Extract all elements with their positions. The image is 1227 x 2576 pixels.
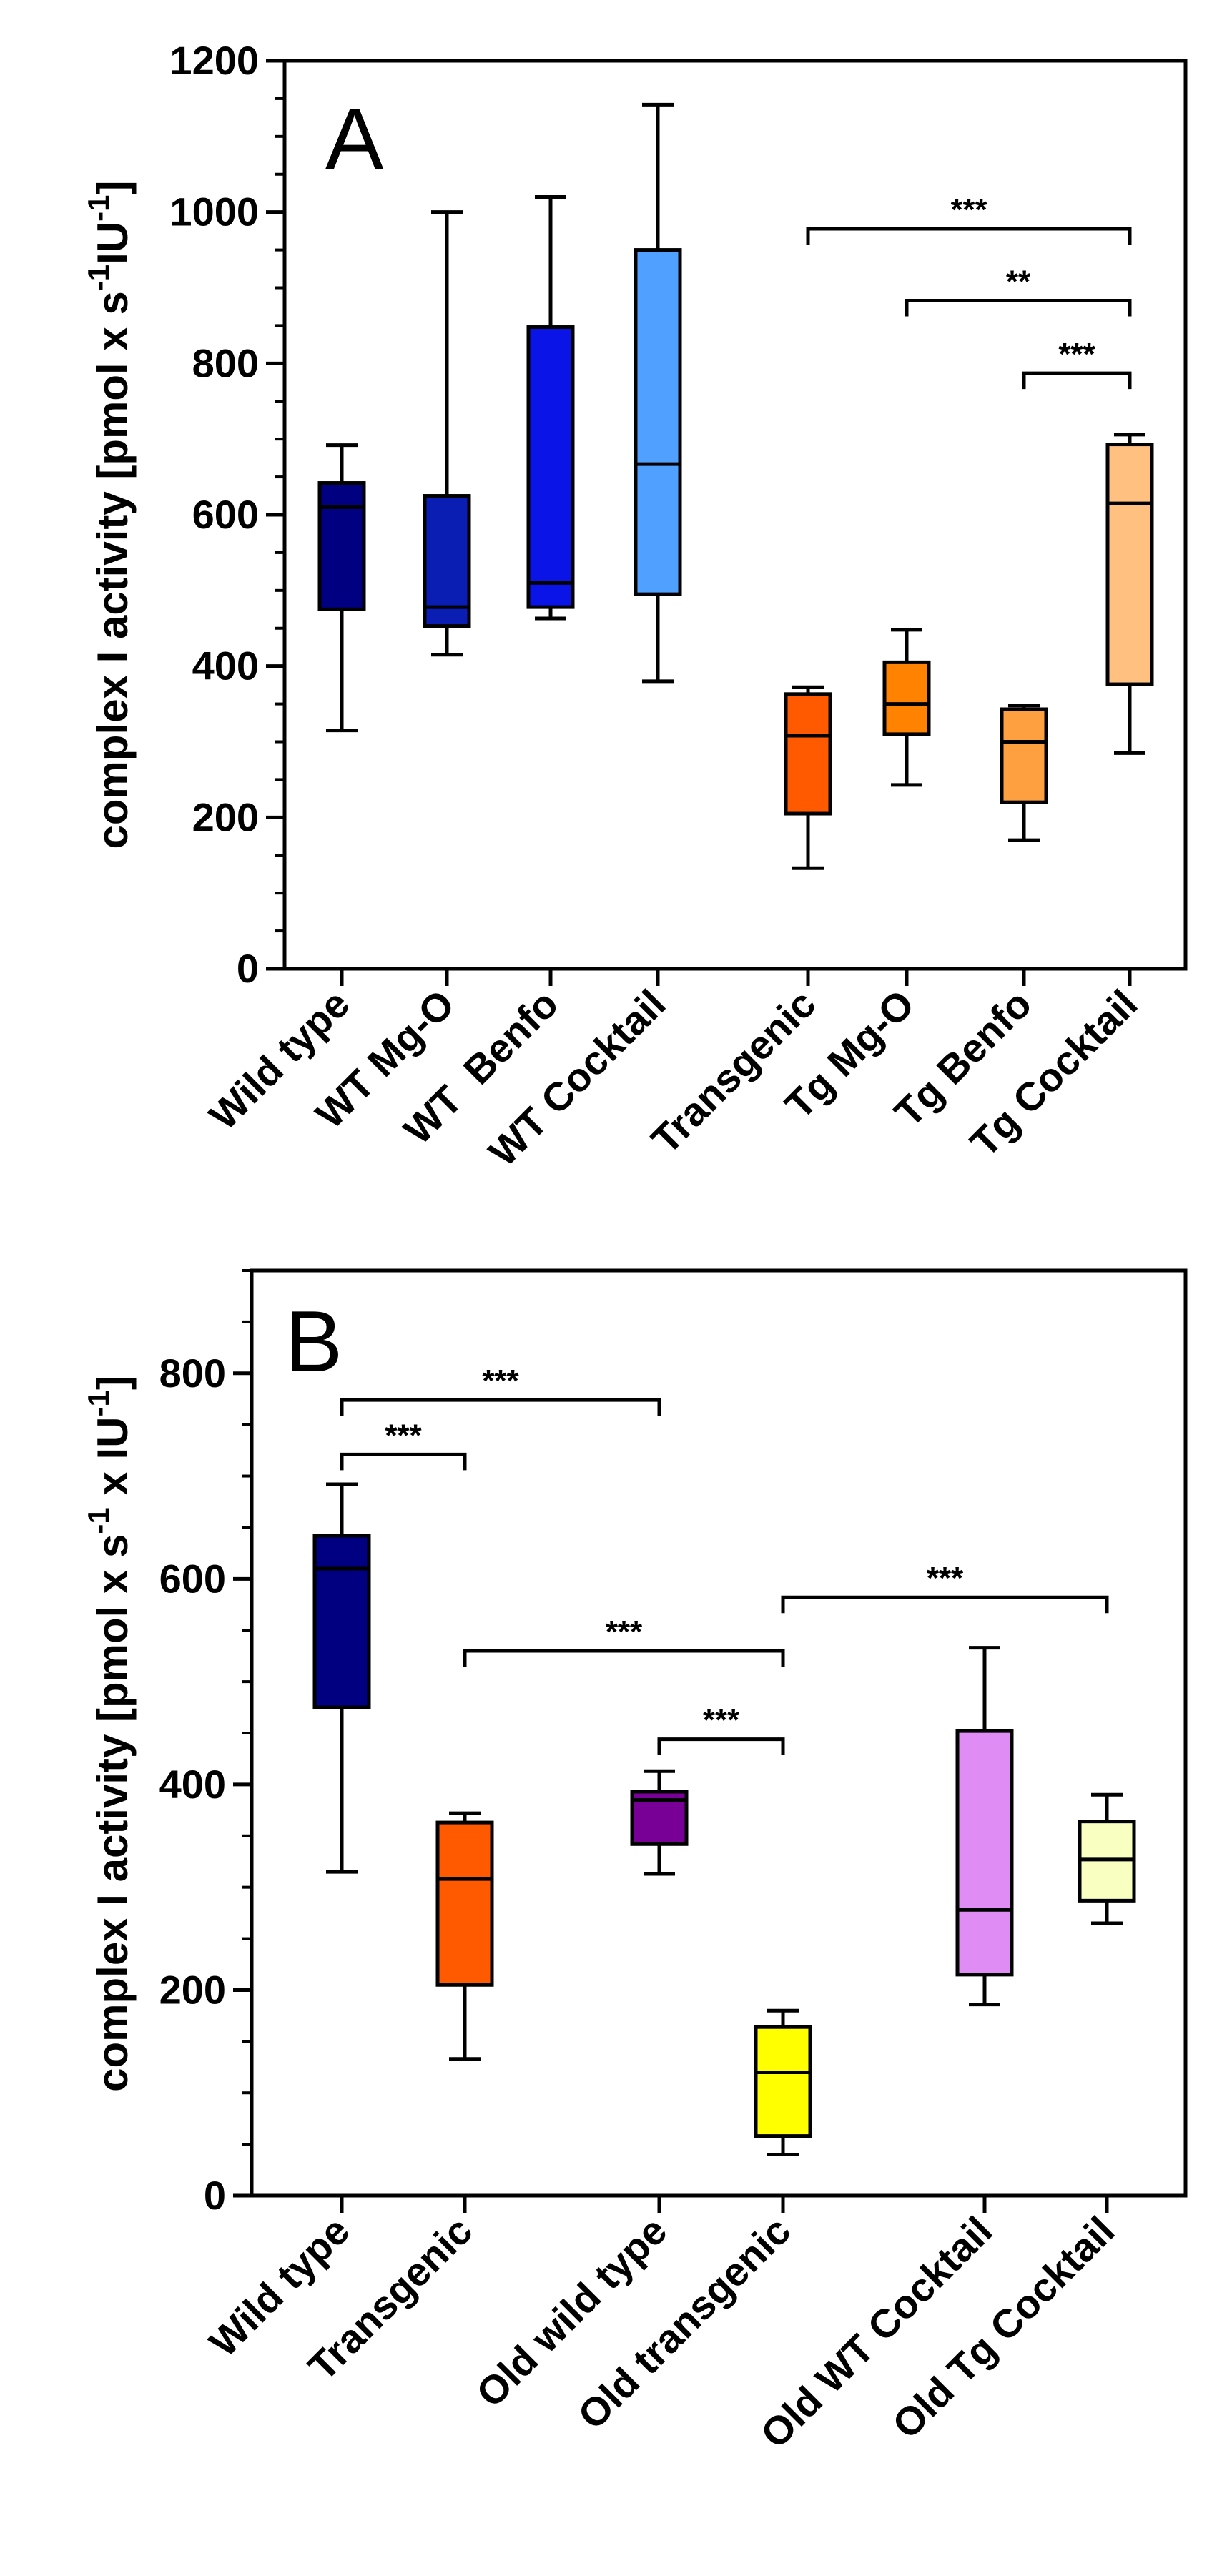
y-title-part: ] <box>89 181 137 195</box>
iqr-box <box>526 325 575 609</box>
significance-label: *** <box>703 1703 740 1738</box>
significance-bracket: *** <box>1022 337 1132 390</box>
significance-bracket: *** <box>657 1703 785 1755</box>
significance-bracket: *** <box>806 192 1132 245</box>
box-plot-3 <box>630 1769 689 2213</box>
category-label: Transgenic <box>643 981 824 1163</box>
y-tick-label: 200 <box>159 1967 226 2012</box>
category-label: Old transgenic <box>569 2208 799 2438</box>
box-plot-5 <box>784 685 832 986</box>
panel-b-letter: B <box>285 1293 343 1390</box>
significance-label: *** <box>950 192 987 227</box>
significance-label: *** <box>482 1363 519 1398</box>
box-plot-3 <box>526 195 575 986</box>
bracket-line <box>905 298 1132 317</box>
box-plot-2 <box>435 1811 494 2213</box>
y-tick-label: 800 <box>159 1351 226 1396</box>
iqr-box <box>955 1729 1014 1977</box>
bracket-line <box>1022 371 1132 390</box>
significance-bracket: *** <box>463 1614 785 1667</box>
panel-a-frame <box>282 59 1188 971</box>
y-tick-label: 1000 <box>169 189 259 235</box>
panel-b-y-axis-title: complex I activity [pmol x s-1 x IU-1] <box>82 1376 137 2092</box>
significance-label: *** <box>1058 337 1095 372</box>
significance-label: *** <box>385 1418 422 1453</box>
panel-b: B complex I activity [pmol x s-1 x IU-1]… <box>82 1268 1188 2457</box>
box-plot-1 <box>317 443 366 986</box>
y-title-part: complex I activity [pmol x s <box>89 291 137 849</box>
iqr-box <box>754 2025 812 2138</box>
box-plot-8 <box>1105 433 1154 986</box>
box-plot-4 <box>634 102 682 986</box>
y-tick-label: 600 <box>192 492 259 537</box>
y-tick-label: 1200 <box>169 38 259 83</box>
y-title-superscript: -1 <box>82 1390 115 1416</box>
significance-bracket: *** <box>340 1418 467 1471</box>
significance-bracket: *** <box>340 1363 661 1416</box>
bracket-line <box>463 1649 785 1667</box>
box-plot-2 <box>423 210 471 986</box>
y-tick-label: 800 <box>192 340 259 385</box>
box-plot-6 <box>1078 1792 1136 2213</box>
iqr-box <box>312 1534 371 1709</box>
box-plot-7 <box>1000 704 1048 986</box>
box-plot-6 <box>882 628 931 986</box>
category-label: Old Tg Cocktail <box>884 2208 1123 2447</box>
panel-a-significance: ******** <box>806 192 1132 390</box>
iqr-box <box>634 248 682 596</box>
bracket-line <box>340 1398 661 1416</box>
bracket-line <box>340 1452 467 1471</box>
iqr-box <box>423 494 471 628</box>
panel-b-significance: *** *** *** *** *** <box>340 1363 1109 1755</box>
y-title-part: IU <box>89 222 137 265</box>
iqr-box <box>1105 443 1154 686</box>
y-tick-label: 400 <box>192 643 259 689</box>
significance-label: *** <box>606 1614 643 1649</box>
bracket-line <box>781 1595 1109 1614</box>
bracket-line <box>657 1737 785 1755</box>
y-title-part: complex I activity [pmol x s <box>89 1534 137 2092</box>
panel-a-y-axis-title: complex I activity [pmol x s-1IU-1] <box>82 181 137 849</box>
significance-bracket: *** <box>781 1561 1109 1614</box>
y-tick-label: 0 <box>237 946 259 991</box>
panel-a: A complex I activity [pmol x s-1IU-1] 02… <box>82 38 1188 1175</box>
iqr-box <box>882 660 931 736</box>
panel-a-boxes <box>317 102 1154 986</box>
significance-label: *** <box>927 1561 964 1596</box>
iqr-box <box>1000 707 1048 804</box>
significance-label: ** <box>1006 264 1031 299</box>
y-title-superscript: -1 <box>82 195 115 222</box>
y-tick-label: 400 <box>159 1762 226 1807</box>
box-plot-1 <box>312 1482 371 2213</box>
iqr-box <box>317 481 366 611</box>
y-tick-label: 600 <box>159 1556 226 1601</box>
box-plot-4 <box>754 2008 812 2213</box>
y-title-part: x IU <box>89 1417 137 1508</box>
panel-b-boxes <box>312 1482 1136 2213</box>
iqr-box <box>435 1820 494 1987</box>
panel-a-y-ticks: 0 200 400 600 800 1000 1200 <box>169 38 285 991</box>
significance-bracket: ** <box>905 264 1132 317</box>
panel-a-letter: A <box>325 90 384 187</box>
panel-b-y-ticks: 0 200 400 600 800 <box>159 1269 252 2218</box>
y-title-superscript: -1 <box>82 1507 115 1534</box>
y-title-superscript: -1 <box>82 265 115 291</box>
y-title-part: ] <box>89 1376 137 1390</box>
bracket-line <box>806 227 1132 245</box>
iqr-box <box>784 692 832 816</box>
y-tick-label: 0 <box>204 2173 226 2218</box>
y-tick-label: 200 <box>192 794 259 839</box>
box-plot-5 <box>955 1646 1014 2213</box>
